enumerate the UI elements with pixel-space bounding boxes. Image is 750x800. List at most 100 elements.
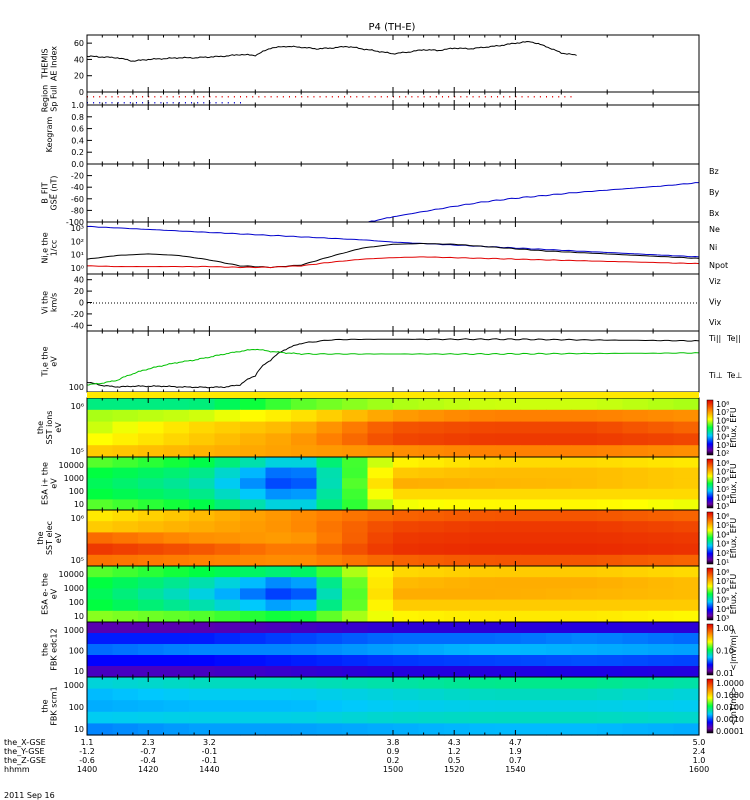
heatmap-cell (673, 599, 700, 612)
zero-dot (438, 302, 439, 304)
heatmap-cell (546, 467, 573, 479)
zero-dot (276, 302, 277, 304)
ytick-label: 0.4 (71, 136, 84, 145)
zero-dot (381, 302, 382, 304)
heatmap-cell (469, 488, 496, 500)
heatmap-cell (673, 577, 700, 589)
date-label: 2011 Sep 16 (4, 791, 55, 800)
heatmap-cell (495, 666, 522, 678)
colorbar-tick: 10³ (716, 502, 729, 511)
ytick-label: 10 (74, 725, 84, 734)
heatmap-cell (291, 421, 318, 434)
ytick-label: 10 (74, 612, 84, 621)
heatmap-cell (393, 688, 420, 701)
heatmap-cell (648, 543, 675, 556)
zero-dot (318, 302, 319, 304)
heatmap-cell (597, 510, 624, 522)
heatmap-cell (112, 433, 139, 446)
region-dot (160, 102, 162, 104)
heatmap-cell (520, 666, 547, 678)
heatmap-cell (520, 478, 547, 490)
heatmap-cell (418, 677, 445, 690)
heatmap-cell (673, 398, 700, 411)
xaxis-value: 0.9 (387, 747, 400, 756)
heatmap-cell (520, 610, 547, 623)
heatmap-cell (546, 398, 573, 411)
heatmap-cell (495, 421, 522, 434)
heatmap-cell (189, 478, 216, 490)
zero-dot (612, 302, 613, 304)
heatmap-cell (112, 588, 139, 601)
xaxis-value: 1600 (689, 765, 709, 774)
heatmap-cell (495, 655, 522, 667)
heatmap-cell (265, 457, 292, 469)
heatmap-cell (622, 457, 649, 469)
zero-dot (123, 302, 124, 304)
zero-dot (672, 302, 673, 304)
heatmap-cell (571, 433, 598, 446)
heatmap-cell (444, 478, 471, 490)
region-dot (270, 96, 272, 98)
heatmap-cell (393, 711, 420, 724)
heatmap-cell (393, 644, 420, 656)
heatmap-cell (648, 532, 675, 545)
zero-dot (678, 302, 679, 304)
heatmap-cell (342, 644, 369, 656)
region-dot (99, 102, 101, 104)
heatmap-cell (673, 445, 700, 458)
ylabel-temperature: Ti,e the (41, 346, 50, 377)
heatmap-cell (520, 577, 547, 589)
heatmap-cell (342, 554, 369, 567)
ytick-label: 1000 (64, 626, 84, 635)
heatmap-cell (367, 666, 394, 678)
zero-dot (690, 302, 691, 304)
heatmap-cell (520, 445, 547, 458)
region-dot (448, 96, 450, 98)
heatmap-cell (597, 433, 624, 446)
heatmap-cell (316, 488, 343, 500)
zero-dot (297, 302, 298, 304)
ytick-label: -20 (71, 310, 84, 319)
region-dot (509, 96, 511, 98)
zero-dot (399, 302, 400, 304)
heatmap-cell (87, 677, 114, 690)
heatmap-cell (342, 711, 369, 724)
region-dot (337, 96, 339, 98)
heatmap-cell (546, 633, 573, 645)
heatmap-cell (571, 711, 598, 724)
heatmap-cell (342, 457, 369, 469)
heatmap-cell (418, 543, 445, 556)
zero-dot (534, 302, 535, 304)
zero-dot (282, 302, 283, 304)
zero-dot (603, 302, 604, 304)
zero-dot (492, 302, 493, 304)
zero-dot (471, 302, 472, 304)
heatmap-cell (240, 655, 267, 667)
heatmap-cell (546, 622, 573, 634)
heatmap-cell (342, 688, 369, 701)
ylabel-fbk_edc12: FBK edc12 (50, 628, 59, 670)
heatmap-cell (163, 655, 190, 667)
region-dot (521, 96, 523, 98)
heatmap-cell (444, 445, 471, 458)
heatmap-cell (240, 554, 267, 567)
legend-Ne: Ne (709, 225, 720, 234)
ytick-label: -80 (71, 206, 84, 215)
zero-dot (213, 302, 214, 304)
zero-dot (156, 302, 157, 304)
heatmap-cell (367, 588, 394, 601)
zero-dot (495, 302, 496, 304)
region-dot (429, 96, 431, 98)
ytick-label: 10⁵ (71, 447, 84, 456)
panel-sst_ions: the SST ions eV10⁸10⁷10⁶10⁵10⁴10³10²Eflux,… (36, 397, 738, 458)
heatmap-cell (546, 543, 573, 556)
zero-dot (426, 302, 427, 304)
heatmap-cell (214, 532, 241, 545)
heatmap-cell (214, 577, 241, 589)
heatmap-cell (342, 398, 369, 411)
heatmap-cell (214, 633, 241, 645)
heatmap-cell (87, 599, 114, 612)
zero-dot (117, 302, 118, 304)
zero-dot (360, 302, 361, 304)
